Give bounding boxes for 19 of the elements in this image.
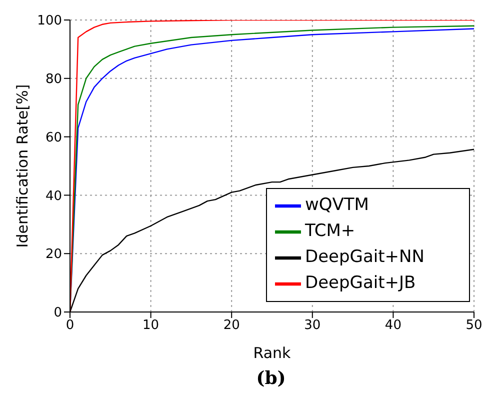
x-tick-label: 30 xyxy=(304,318,321,334)
legend-label: wQVTM xyxy=(305,195,369,216)
y-tick-label: 40 xyxy=(45,188,62,204)
y-tick-label: 100 xyxy=(37,14,62,29)
y-tick-label: 0 xyxy=(54,306,62,321)
x-tick-label: 0 xyxy=(66,318,74,334)
y-tick-label: 20 xyxy=(45,247,62,262)
y-tick-label: 80 xyxy=(45,72,62,88)
x-tick-label: 10 xyxy=(142,318,160,334)
y-axis-title: Identification Rate[%] xyxy=(13,84,32,248)
x-tick-label: 40 xyxy=(384,318,402,334)
x-tick-label: 20 xyxy=(223,318,240,334)
x-axis-title: Rank xyxy=(253,344,292,362)
legend-label: DeepGait+NN xyxy=(305,247,424,268)
x-tick-label: 50 xyxy=(466,318,482,334)
text: (b) xyxy=(255,368,287,389)
legend-label: TCM+ xyxy=(305,221,356,242)
legend-label: DeepGait+JB xyxy=(305,273,416,294)
y-tick-label: 60 xyxy=(45,130,62,146)
